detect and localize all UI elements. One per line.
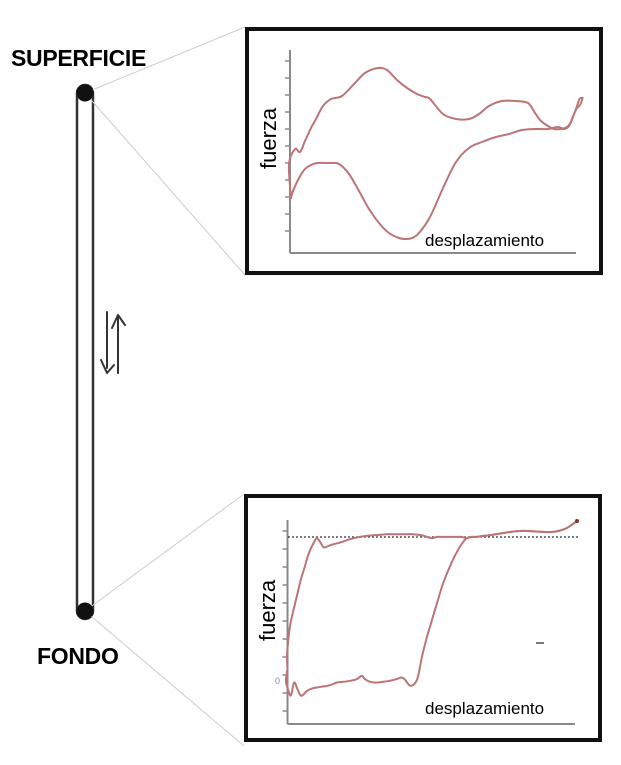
svg-text:fuerza: fuerza bbox=[256, 107, 281, 169]
svg-text:0: 0 bbox=[275, 676, 280, 686]
svg-text:fuerza: fuerza bbox=[255, 579, 280, 641]
svg-text:desplazamiento: desplazamiento bbox=[425, 231, 544, 250]
svg-text:desplazamiento: desplazamiento bbox=[425, 699, 544, 718]
